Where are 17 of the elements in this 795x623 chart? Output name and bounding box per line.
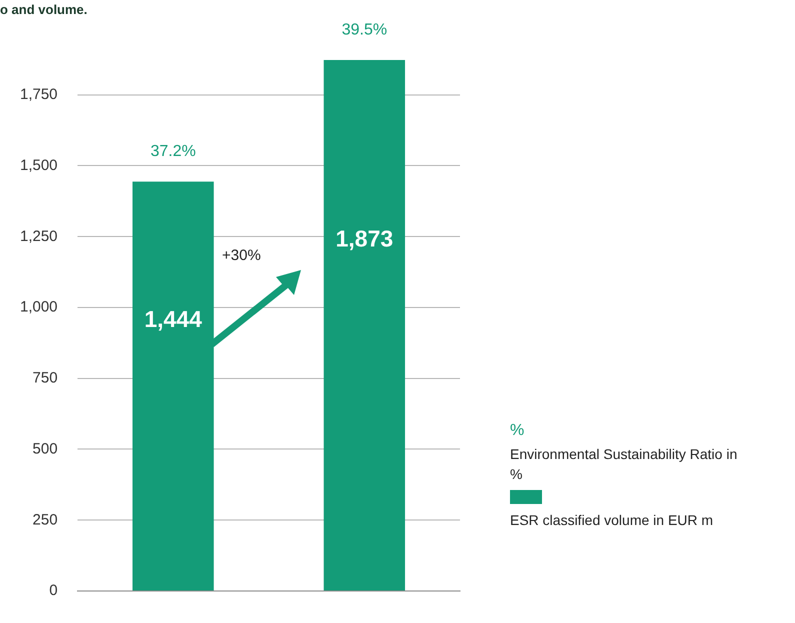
y-tick-label: 250 xyxy=(32,511,58,528)
y-tick-label: 0 xyxy=(49,582,58,600)
y-tick-label: 1,250 xyxy=(20,228,58,245)
text: % xyxy=(510,422,526,440)
text: Environmental Sustainability Ratio in % xyxy=(510,445,738,484)
y-tick-label: 1,500 xyxy=(20,156,58,174)
chart-title: o and volume. xyxy=(0,2,88,17)
annotation: 37.2% xyxy=(150,143,196,160)
annotation: 39.5% xyxy=(342,21,388,38)
data-label: 1,873 xyxy=(336,226,394,252)
legend-label: ESR classified volume in EUR m xyxy=(510,511,714,530)
data-label: 1,444 xyxy=(144,306,202,332)
y-tick-label: 1,750 xyxy=(20,86,58,104)
annotation: +30% xyxy=(222,247,261,264)
y-tick-label: 1,000 xyxy=(20,298,58,316)
y-tick-label: 750 xyxy=(32,370,58,387)
y-tick-label: 500 xyxy=(32,440,58,458)
